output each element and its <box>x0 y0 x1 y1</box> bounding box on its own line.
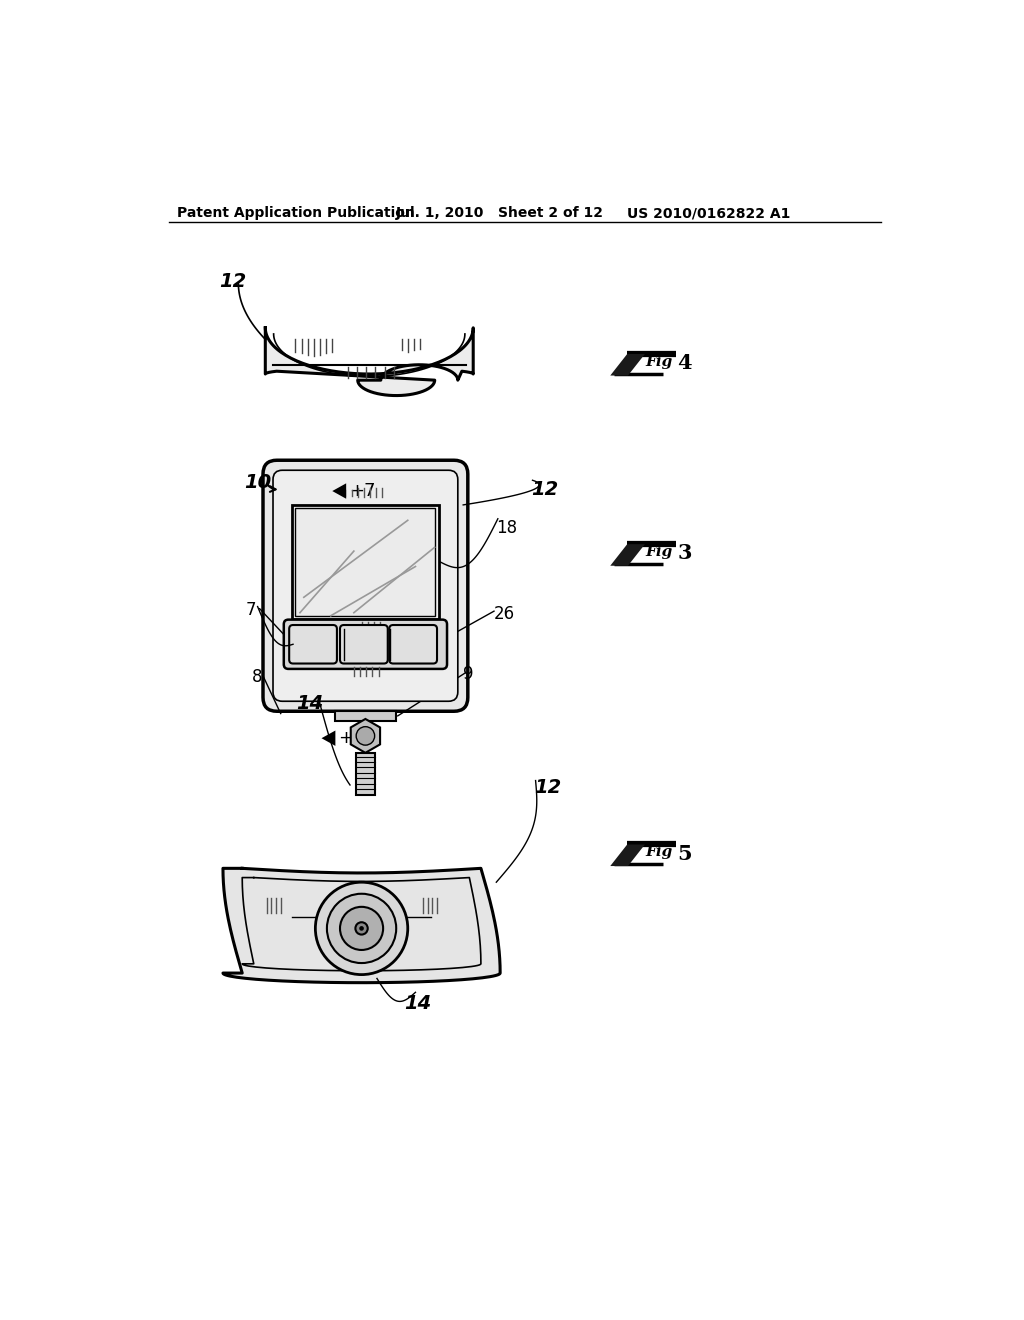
Polygon shape <box>322 730 336 746</box>
FancyBboxPatch shape <box>284 619 447 669</box>
Text: 5: 5 <box>677 843 692 863</box>
Polygon shape <box>265 327 473 396</box>
Text: 7: 7 <box>246 601 257 619</box>
Polygon shape <box>610 544 645 566</box>
Polygon shape <box>333 483 346 499</box>
Text: 12: 12 <box>531 480 558 499</box>
Circle shape <box>340 907 383 950</box>
Circle shape <box>315 882 408 974</box>
Text: 3: 3 <box>677 544 692 564</box>
FancyBboxPatch shape <box>273 470 458 701</box>
Text: +7: +7 <box>349 482 376 500</box>
Text: 10: 10 <box>245 473 271 491</box>
Text: 8: 8 <box>252 668 263 686</box>
Bar <box>292 506 438 619</box>
Text: 18: 18 <box>497 519 517 537</box>
Text: 26: 26 <box>494 605 515 623</box>
Text: 14: 14 <box>296 693 324 713</box>
Text: US 2010/0162822 A1: US 2010/0162822 A1 <box>628 206 791 220</box>
Text: Fig: Fig <box>645 355 672 368</box>
Text: Fig: Fig <box>645 845 672 859</box>
Polygon shape <box>351 719 380 752</box>
FancyBboxPatch shape <box>263 461 468 711</box>
Text: 9: 9 <box>463 665 474 682</box>
Text: Jul. 1, 2010   Sheet 2 of 12: Jul. 1, 2010 Sheet 2 of 12 <box>396 206 604 220</box>
Polygon shape <box>223 869 500 982</box>
FancyBboxPatch shape <box>340 626 388 664</box>
Circle shape <box>359 927 364 931</box>
Bar <box>356 752 375 795</box>
Circle shape <box>355 923 368 935</box>
Text: 12: 12 <box>219 272 247 292</box>
Text: Patent Application Publication: Patent Application Publication <box>177 206 415 220</box>
Text: 14: 14 <box>403 994 431 1012</box>
Text: Fig: Fig <box>645 545 672 558</box>
Bar <box>335 711 396 721</box>
Text: 4: 4 <box>677 354 692 374</box>
Text: 12: 12 <box>535 779 561 797</box>
FancyBboxPatch shape <box>389 626 437 664</box>
Circle shape <box>327 894 396 964</box>
Circle shape <box>356 726 375 744</box>
Text: +7: +7 <box>339 729 365 747</box>
Bar <box>295 508 435 615</box>
FancyBboxPatch shape <box>289 626 337 664</box>
Polygon shape <box>610 845 645 866</box>
Polygon shape <box>610 354 645 376</box>
